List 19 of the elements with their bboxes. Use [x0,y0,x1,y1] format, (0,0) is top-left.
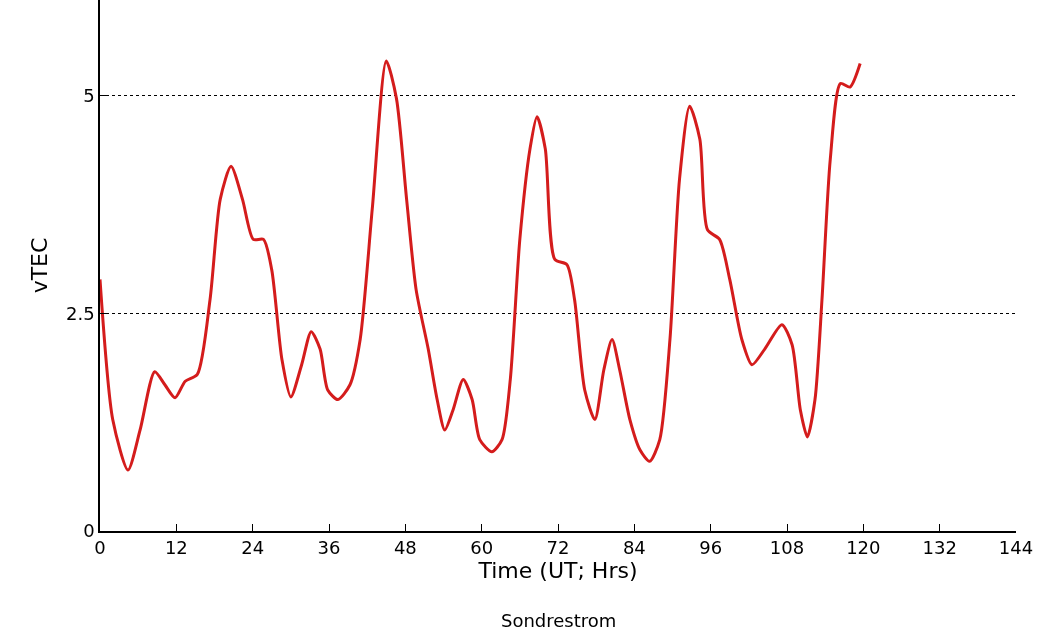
x-tick-label: 72 [546,537,570,559]
x-tick-label: 84 [622,537,646,559]
y-tick-label: 5 [83,85,95,107]
x-tick-label: 144 [998,537,1034,559]
x-axis-title: Time (UT; Hrs) [477,558,638,584]
x-tick-label: 60 [470,537,494,559]
y-tick-label: 0 [83,520,95,542]
y-tick-label: 2.5 [66,302,95,324]
text: Sondrestrom [501,610,617,631]
x-tick-label: 96 [699,537,723,559]
x-tick-label: 108 [769,537,805,559]
y-axis-title: vTEC [27,237,53,294]
x-tick-label: 36 [317,537,341,559]
x-tick-label: 120 [846,537,881,559]
x-tick-label: 48 [393,537,417,559]
x-tick-label: 24 [241,537,265,559]
x-tick-label: 132 [922,537,957,559]
line-series [100,59,862,472]
x-tick-label: 12 [164,537,188,559]
